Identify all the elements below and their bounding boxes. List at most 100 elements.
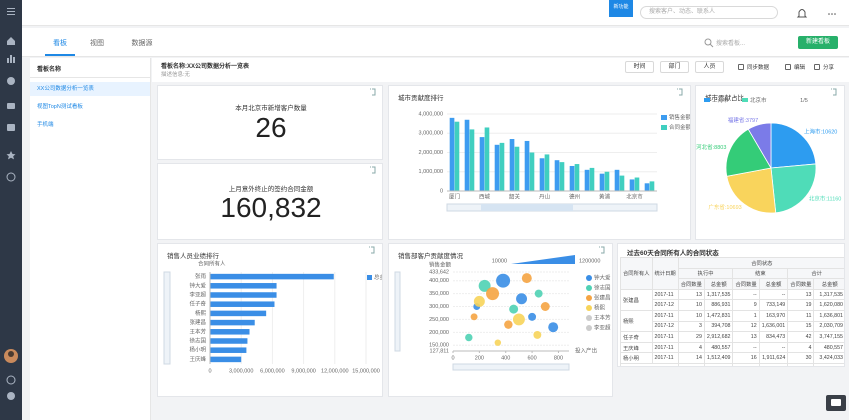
bar	[454, 121, 460, 191]
action-icon	[814, 64, 820, 70]
expand-icon[interactable]	[369, 246, 375, 254]
scatter-card: 销售部客户贡献度情况 10000 1200000 销售金额 投入产出 127,811 150…	[388, 243, 613, 397]
bar	[529, 152, 535, 191]
chat-button[interactable]	[826, 395, 846, 411]
global-search[interactable]: 搜索客户、动态、联系人	[640, 6, 778, 19]
icon-report[interactable]	[7, 124, 15, 131]
cell: 834,473	[758, 331, 789, 343]
x-tick-label: 6,000,000	[260, 368, 284, 374]
board-search[interactable]: 搜索看板...	[716, 41, 746, 47]
expand-icon[interactable]	[370, 88, 376, 96]
board-header	[152, 58, 849, 82]
action-button[interactable]: 编辑	[794, 65, 806, 71]
visual-map-max: 1200000	[579, 258, 600, 264]
cell: 任子奇	[620, 331, 653, 343]
icon-help[interactable]	[6, 375, 16, 385]
zoom-window[interactable]	[481, 204, 573, 211]
expand-icon[interactable]	[677, 88, 683, 96]
new-feature-badge[interactable]: 新功能	[609, 0, 633, 17]
bar	[210, 347, 247, 353]
icon-star[interactable]	[6, 151, 16, 160]
tab[interactable]: 数据源	[131, 40, 153, 47]
legend-label[interactable]: 张建昌	[594, 293, 611, 301]
bell[interactable]	[796, 9, 808, 18]
y-tick-label: 127,811	[430, 348, 449, 354]
slice-label: 上海市:10620	[804, 127, 837, 135]
legend-label[interactable]: 徐志国	[594, 283, 611, 291]
pie-slice	[725, 128, 772, 177]
expand-icon[interactable]	[599, 246, 605, 254]
card-title: 城市贡献占比	[705, 95, 744, 102]
point	[509, 304, 519, 314]
cell: 合同数量	[732, 278, 760, 290]
legend-label[interactable]: 上海市	[712, 96, 729, 104]
point	[465, 333, 473, 342]
bar	[509, 139, 515, 191]
cell: 83	[677, 362, 705, 366]
point	[478, 279, 491, 292]
bar	[649, 181, 655, 191]
cell: 1,472,831	[703, 309, 734, 322]
tab[interactable]: 视图	[90, 40, 104, 47]
y-tick-label: 钟大爱	[189, 281, 206, 289]
filter-button[interactable]: 部门	[660, 61, 689, 73]
cell: 4	[677, 341, 705, 354]
y-tick-label: 任子奇	[189, 300, 206, 308]
kpi-title: 本月北京市新增客户数量	[235, 105, 307, 112]
icon-settings[interactable]	[7, 392, 15, 400]
board-list: 看板名称 XX公司数据分析一览表 视图TopN测试看板 手机端	[30, 58, 151, 420]
visual-map-bar	[511, 255, 575, 264]
board-list-item[interactable]: 手机端	[37, 122, 54, 128]
legend-label[interactable]: 钟大爱	[594, 273, 611, 281]
bar	[210, 301, 275, 307]
filter-button[interactable]: 时间	[625, 61, 654, 73]
data-row: 杨熙 2017-11 10 1,472,831 1 163,970 11 1,636,801	[620, 309, 844, 333]
legend-label[interactable]: 总金额	[374, 273, 383, 281]
action-button[interactable]: 分享	[823, 65, 835, 71]
legend-label[interactable]: 销售金额	[669, 113, 691, 121]
x-tick-label: 200	[475, 355, 484, 361]
board-description: 描述信息:无	[161, 72, 191, 78]
legend-swatch	[367, 275, 372, 280]
cell: 19	[787, 299, 815, 311]
board-list-item[interactable]: XX公司数据分析一览表	[30, 82, 150, 96]
y-tick-label: 李亚超	[189, 290, 206, 298]
expand-icon[interactable]	[370, 166, 376, 174]
icon-home[interactable]	[7, 37, 15, 45]
cell: 1,636,001	[758, 320, 789, 333]
icon-chart[interactable]	[7, 58, 9, 63]
legend-label[interactable]: 王本芳	[594, 313, 611, 321]
point	[486, 287, 500, 301]
y-tick-label: 200,000	[429, 330, 449, 336]
icon-board[interactable]	[7, 103, 15, 109]
bar	[524, 140, 530, 191]
board-list-item[interactable]: 视图TopN测试看板	[37, 104, 83, 110]
tab[interactable]: 看板	[53, 40, 67, 47]
chart	[370, 166, 376, 174]
expand-icon[interactable]	[831, 88, 837, 96]
cell: 2017-11	[651, 331, 679, 343]
legend-label[interactable]: 杨熙	[594, 303, 606, 311]
more[interactable]	[828, 13, 830, 15]
legend-label[interactable]: 李亚超	[594, 323, 611, 331]
y-tick-label: 张建昌	[189, 318, 206, 326]
legend-label[interactable]: 合同金额	[669, 123, 691, 131]
card-title: 城市贡献度排行	[398, 95, 444, 102]
header-row: 执行中 结束 合计	[621, 267, 844, 280]
icon-clock[interactable]	[6, 172, 16, 182]
action-button[interactable]: 同步数据	[747, 65, 770, 71]
new-board-button[interactable]: 新建看板	[798, 36, 838, 49]
point	[473, 295, 485, 307]
legend-swatch	[586, 285, 592, 291]
bar	[210, 319, 255, 326]
bar	[629, 179, 635, 191]
cell: 5,173,972	[758, 362, 789, 366]
y-tick-label: 杨熙	[195, 309, 207, 317]
icon-pie[interactable]	[7, 77, 15, 85]
legend-label[interactable]: 北京市	[750, 96, 767, 104]
cell: 14	[677, 352, 705, 364]
filter-button[interactable]: 人员	[695, 61, 724, 73]
sidebar-icons	[4, 8, 18, 400]
cell: 1	[732, 309, 760, 322]
bar	[449, 117, 455, 191]
